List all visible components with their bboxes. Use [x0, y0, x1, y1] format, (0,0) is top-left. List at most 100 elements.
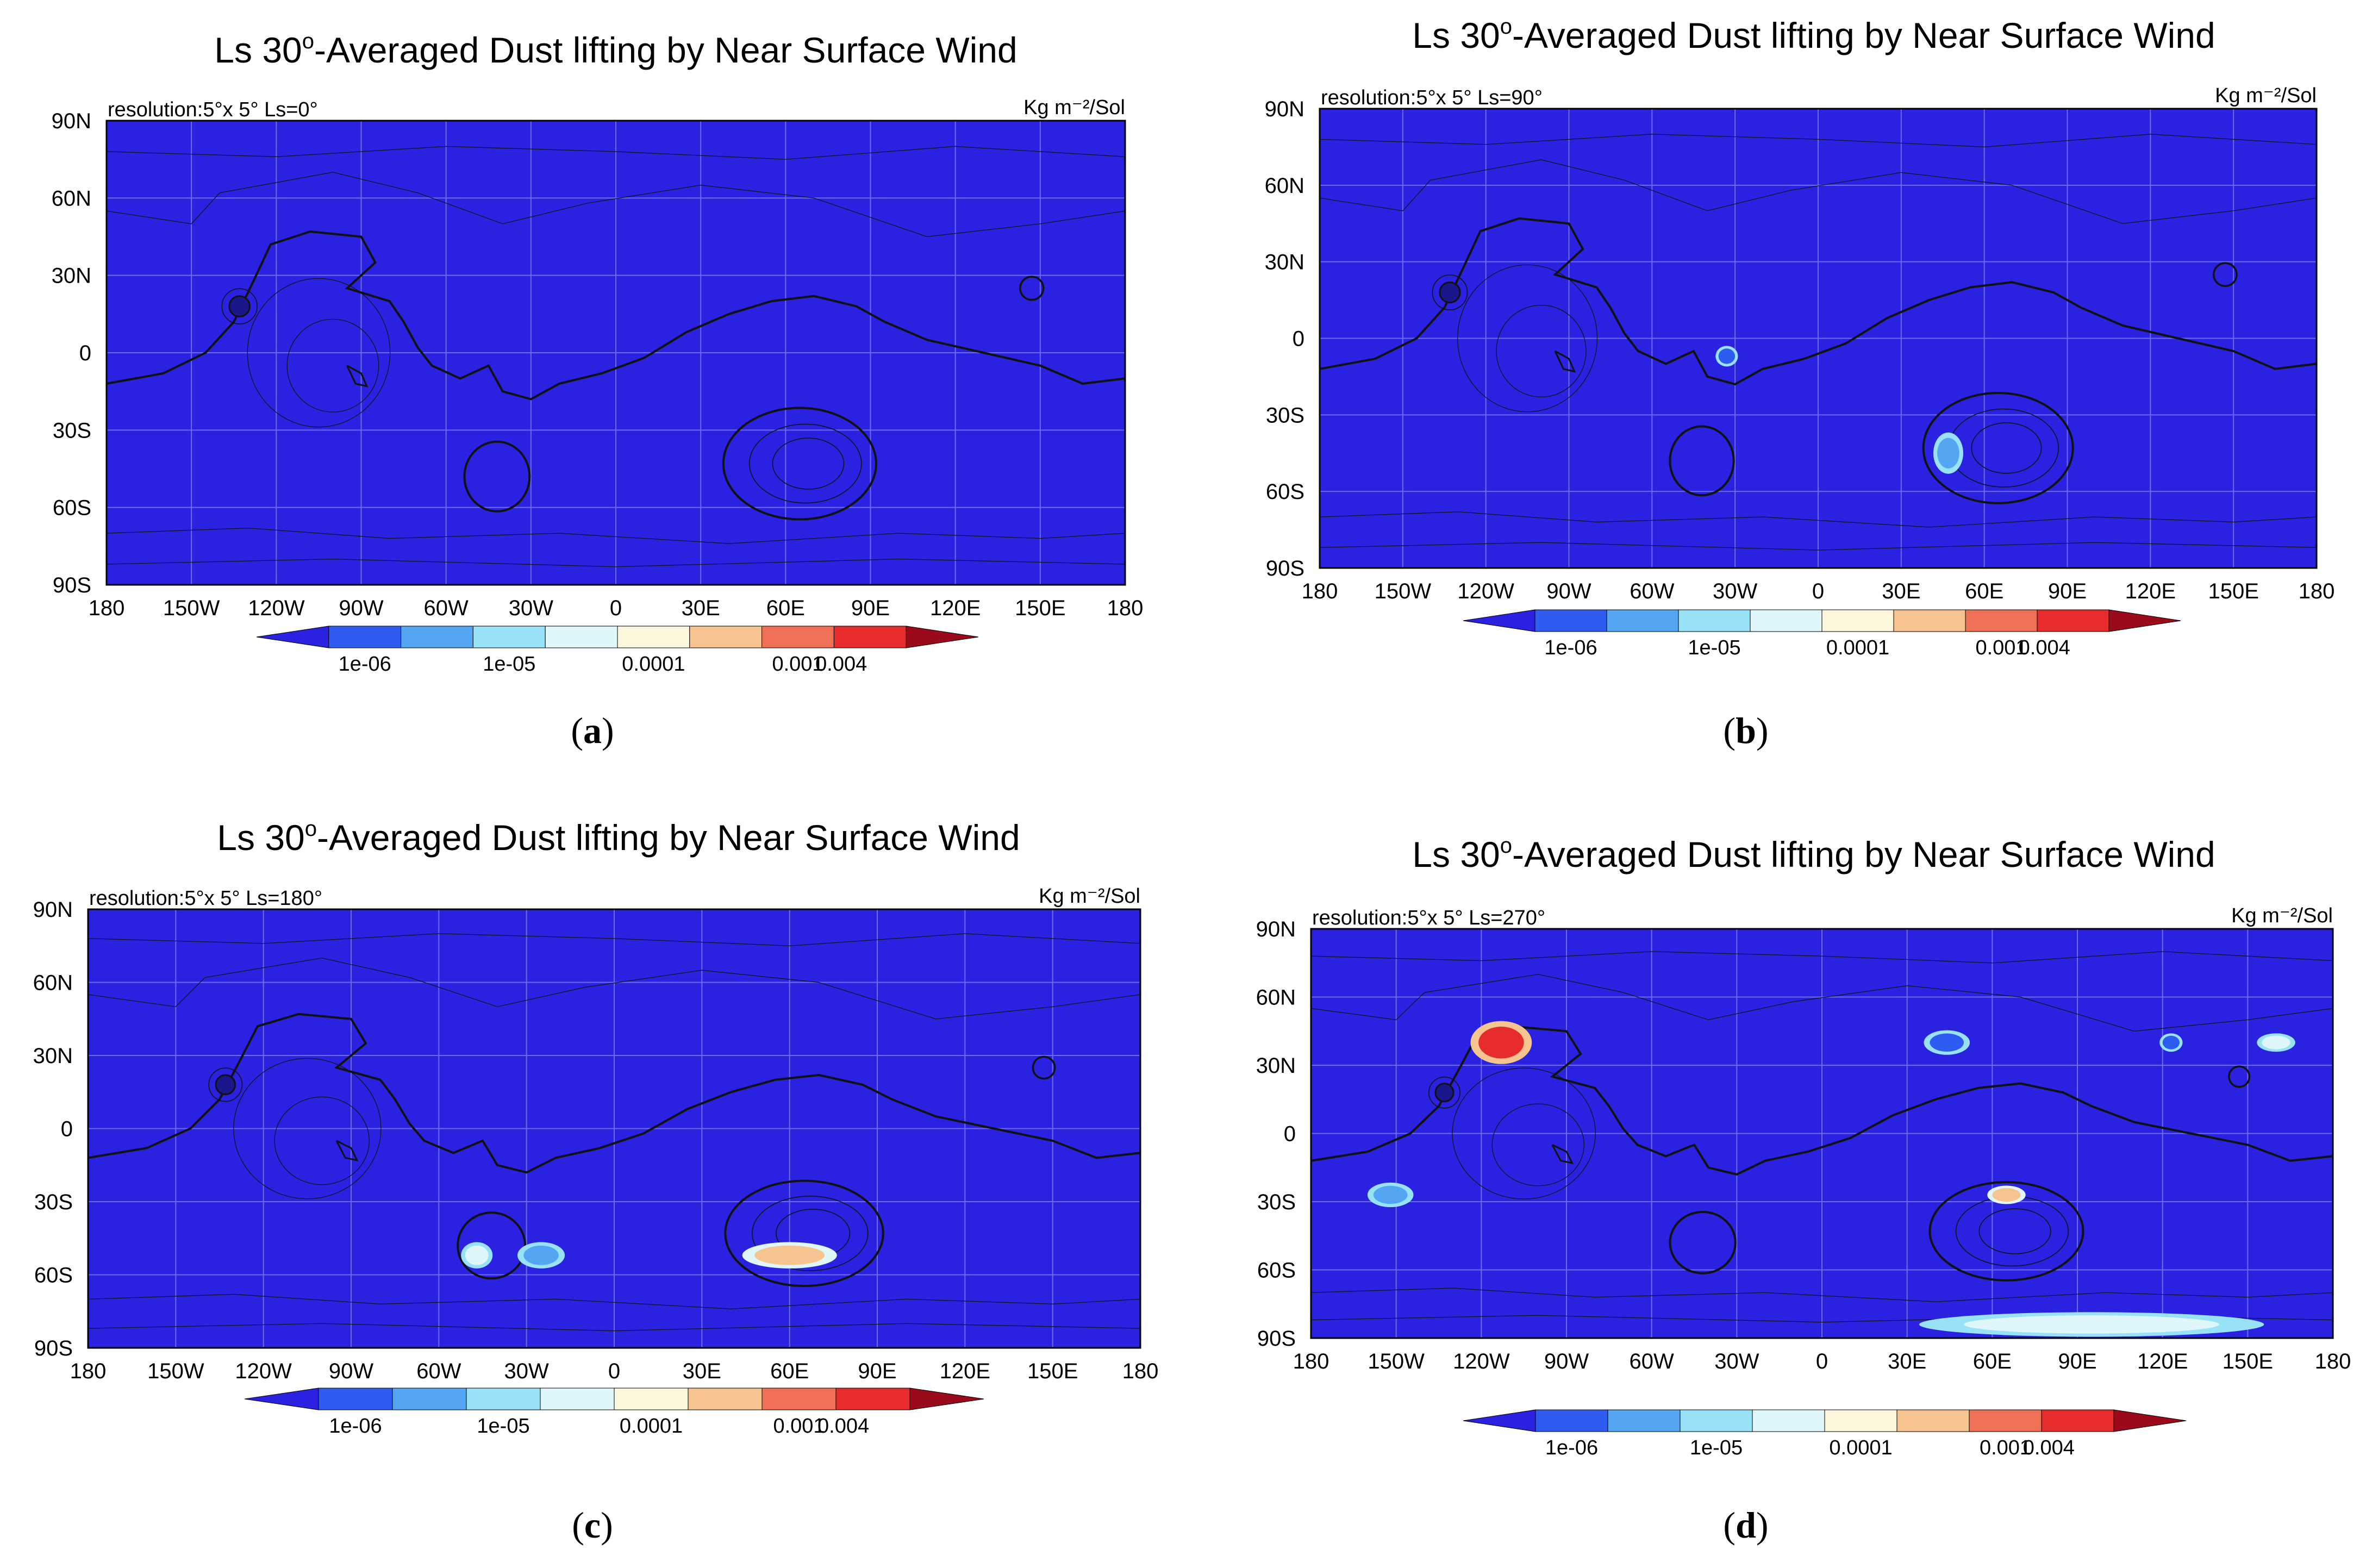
map-panel-b: Ls 30o-Averaged Dust lifting by Near Sur… [1265, 15, 2335, 659]
x-tick-label: 30E [682, 596, 720, 620]
x-tick-label: 180 [70, 1359, 107, 1383]
y-tick-label: 30S [53, 418, 91, 442]
resolution-label: resolution:5°x 5° Ls=90° [1321, 86, 1543, 109]
y-tick-label: 90N [52, 109, 91, 133]
x-tick-label: 120W [235, 1359, 292, 1383]
y-tick-label: 30N [52, 264, 91, 288]
y-tick-label: 30N [33, 1044, 73, 1068]
contour-north-2 [1319, 159, 2317, 224]
y-tick-label: 60S [1257, 1259, 1296, 1283]
units-label: Kg m⁻²/Sol [2215, 84, 2317, 107]
colorbar-segment [540, 1388, 615, 1410]
contour-tharsis-inner [1491, 1103, 1584, 1186]
colorbar-segment [545, 626, 618, 648]
colorbar-segment [1969, 1409, 2042, 1432]
x-tick-label: 90W [1544, 1350, 1589, 1373]
contour-north [1310, 951, 2333, 964]
x-tick-label: 150E [2223, 1350, 2273, 1373]
x-tick-label: 60W [416, 1359, 461, 1383]
y-tick-label: 0 [1293, 327, 1304, 351]
colorbar-segment [688, 1388, 763, 1410]
x-tick-label: 90W [329, 1359, 373, 1383]
x-tick-label: 30W [504, 1359, 549, 1383]
contour-boundary [1319, 217, 2317, 386]
x-tick-label: 30W [1714, 1350, 1759, 1373]
x-tick-label: 30W [509, 596, 553, 620]
contour-hellas [722, 407, 877, 521]
x-tick-label: 30E [1888, 1350, 1926, 1373]
map-frame [1319, 108, 2318, 569]
x-tick-label: 150W [147, 1359, 204, 1383]
contour-north-2 [1310, 974, 2333, 1032]
y-tick-label: 60S [34, 1264, 73, 1288]
caption-b: (b) [1723, 710, 1769, 751]
x-tick-label: 150E [1015, 596, 1065, 620]
contour-hellas-inner [752, 1195, 869, 1271]
contour-south [106, 527, 1126, 544]
dust-hotspot [1373, 1185, 1408, 1204]
map-panel-a: Ls 30o-Averaged Dust lifting by Near Sur… [52, 29, 1144, 676]
y-tick-label: 0 [61, 1117, 73, 1141]
contour-small [346, 365, 369, 388]
x-tick-label: 150W [163, 596, 220, 620]
contour-argyre [463, 440, 531, 513]
dust-hotspot [465, 1245, 489, 1265]
contour-boundary [88, 1013, 1141, 1174]
colorbar-segment [2041, 1409, 2114, 1432]
contour-tharsis [233, 1058, 382, 1200]
colorbar-label: 1e-06 [329, 1415, 382, 1438]
colorbar-label: 0.001 [1975, 636, 2027, 659]
contour-north [1319, 134, 2317, 148]
colorbar-label: 0.004 [2023, 1436, 2075, 1459]
caption-c: (c) [572, 1504, 613, 1546]
colorbar-segment [244, 1388, 319, 1410]
contour-argyre [1669, 425, 1735, 497]
colorbar-segment [466, 1388, 541, 1410]
x-tick-label: 60W [1630, 1350, 1674, 1373]
x-tick-label: 60E [1973, 1350, 2012, 1373]
colorbar-label: 1e-06 [339, 653, 391, 676]
contour-olympus [228, 295, 251, 317]
contour-hellas [1928, 1181, 2084, 1282]
x-tick-label: 120E [2137, 1350, 2188, 1373]
contour-south-2 [1319, 542, 2317, 551]
colorbar-segment [2037, 609, 2109, 632]
contour-south-2 [88, 1323, 1141, 1332]
y-tick-label: 30N [1265, 251, 1304, 274]
contour-olympus-outer [1428, 1076, 1460, 1109]
contour-elysium [1019, 276, 1045, 301]
y-tick-label: 30S [34, 1190, 73, 1214]
contour-tharsis-inner [274, 1096, 370, 1185]
x-tick-label: 150W [1368, 1350, 1425, 1373]
colorbar-label: 1e-05 [1690, 1436, 1743, 1459]
colorbar-label: 1e-05 [483, 653, 535, 676]
y-tick-label: 90N [1265, 97, 1304, 121]
x-tick-label: 90W [339, 596, 383, 620]
x-tick-label: 60W [1630, 579, 1674, 603]
x-tick-label: 150E [1027, 1359, 1078, 1383]
contour-small [1551, 1144, 1574, 1164]
y-tick-label: 60N [1265, 174, 1304, 198]
colorbar-segment [1534, 609, 1607, 632]
x-tick-label: 120W [1457, 579, 1514, 603]
x-tick-label: 0 [1812, 579, 1824, 603]
colorbar-label: 1e-05 [1688, 636, 1740, 659]
colorbar-segment [617, 626, 690, 648]
colorbar-label: 0.0001 [620, 1415, 683, 1438]
colorbar-segment [906, 626, 979, 648]
colorbar-segment [909, 1388, 984, 1410]
x-tick-label: 180 [1302, 579, 1338, 603]
x-tick-label: 120E [930, 596, 981, 620]
colorbar-label: 0.004 [817, 1415, 869, 1438]
dust-hotspot [1964, 1315, 2220, 1334]
colorbar-segment [1752, 1409, 1825, 1432]
colorbar-segment [472, 626, 546, 648]
x-tick-label: 180 [89, 596, 125, 620]
colorbar-label: 0.0001 [1826, 636, 1889, 659]
contour-south-2 [106, 558, 1126, 567]
colorbar-segment [1821, 609, 1894, 632]
x-tick-label: 0 [1816, 1350, 1828, 1373]
x-tick-label: 0 [610, 596, 622, 620]
contour-olympus [1439, 281, 1461, 304]
chart-title: Ls 30o-Averaged Dust lifting by Near Sur… [214, 29, 1017, 70]
